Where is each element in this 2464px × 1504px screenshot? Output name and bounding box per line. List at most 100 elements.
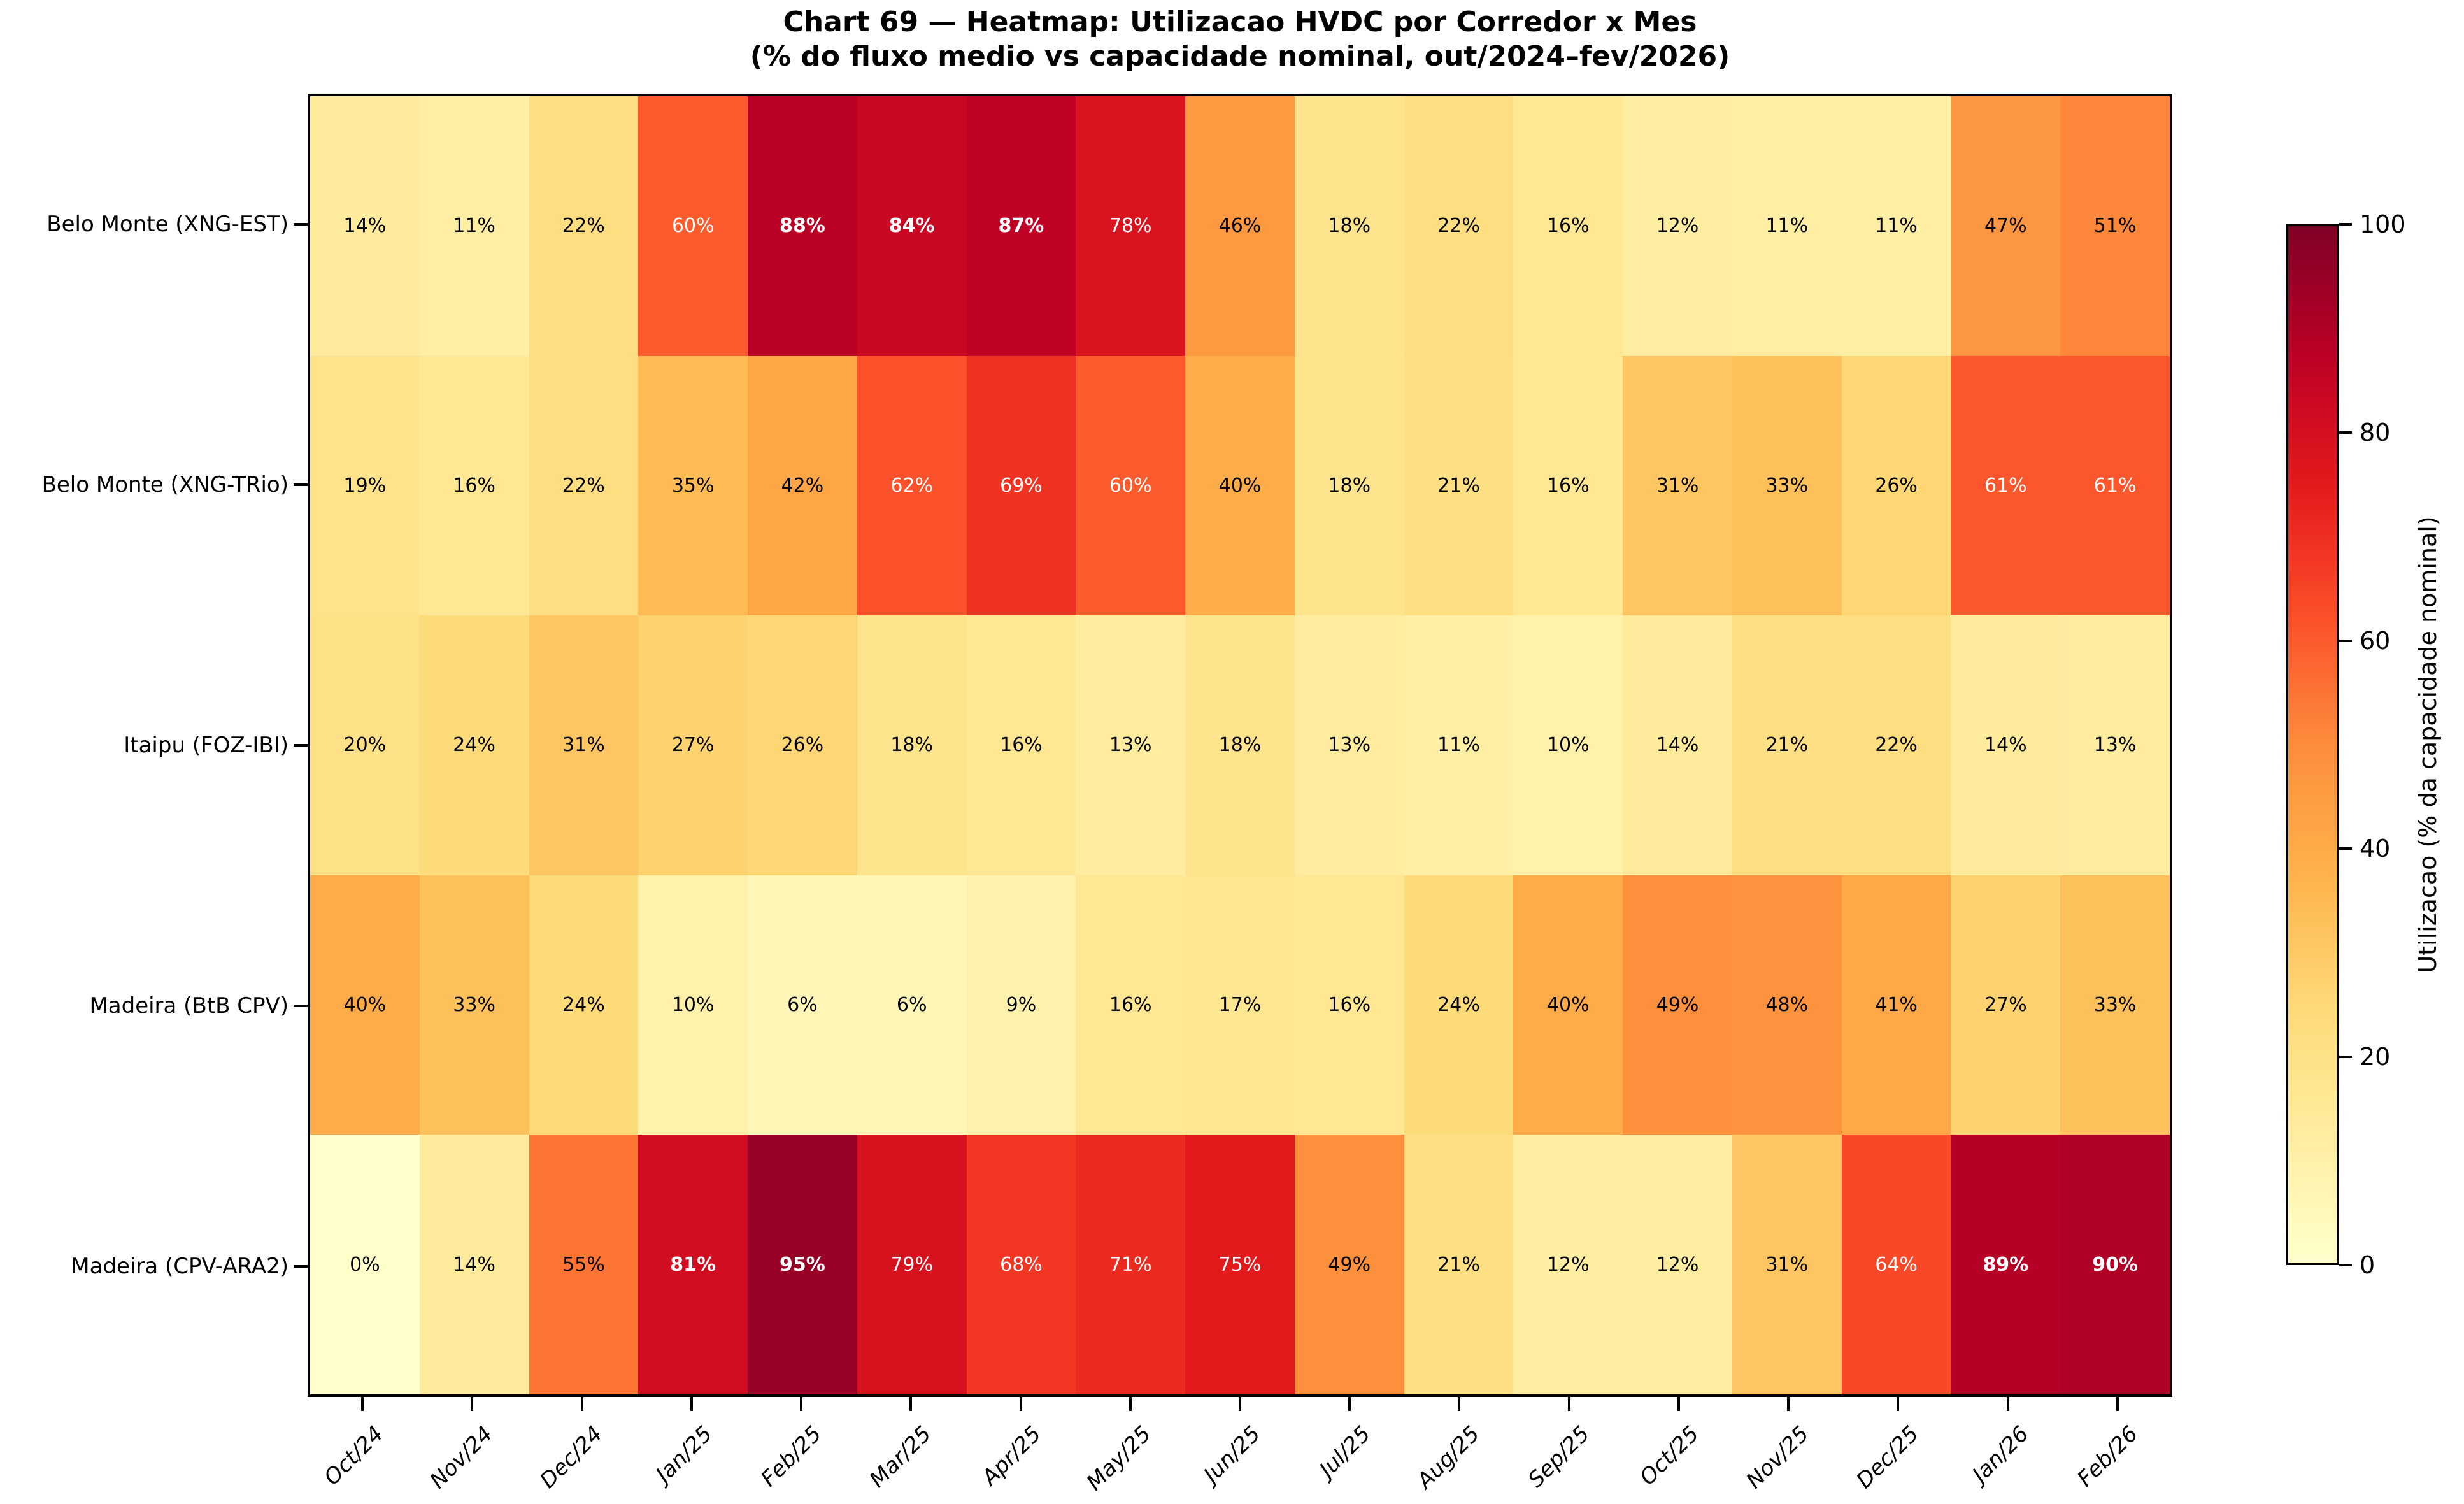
y-axis-tick xyxy=(294,1265,308,1268)
heatmap-cell: 61% xyxy=(1951,355,2061,616)
heatmap-cell: 42% xyxy=(748,355,857,616)
x-axis-tick xyxy=(2116,1397,2119,1411)
colorbar-tick-label: 20 xyxy=(2360,1043,2391,1071)
heatmap-cell: 11% xyxy=(1404,615,1514,875)
heatmap-cell-value: 33% xyxy=(1765,474,1809,497)
heatmap-cell-value: 78% xyxy=(1109,215,1152,238)
x-axis-tick xyxy=(909,1397,913,1411)
heatmap-cell: 18% xyxy=(1294,355,1404,616)
heatmap-cell: 14% xyxy=(1623,615,1732,875)
heatmap-cell: 16% xyxy=(419,355,529,616)
heatmap-cell: 71% xyxy=(1076,1135,1186,1394)
heatmap-cell: 16% xyxy=(966,615,1076,875)
heatmap-cell: 81% xyxy=(638,1135,748,1394)
heatmap-cell: 13% xyxy=(2060,615,2170,875)
heatmap-cell: 87% xyxy=(966,96,1076,356)
heatmap-cell-value: 11% xyxy=(1875,215,1918,238)
heatmap-cell-value: 33% xyxy=(453,994,495,1017)
heatmap-cell-value: 61% xyxy=(2093,474,2137,497)
heatmap-cell-value: 22% xyxy=(1875,734,1918,757)
chart-title: Chart 69 — Heatmap: Utilizacao HVDC por … xyxy=(783,6,1697,38)
heatmap-cell-value: 10% xyxy=(1546,734,1590,757)
colorbar-tick-label: 100 xyxy=(2360,210,2406,238)
heatmap-cell: 21% xyxy=(1732,615,1842,875)
heatmap-cell: 49% xyxy=(1623,875,1732,1135)
x-axis-label: Nov/25 xyxy=(1741,1421,1814,1494)
heatmap-cell: 12% xyxy=(1623,96,1732,356)
heatmap-cell-value: 16% xyxy=(1546,474,1590,497)
heatmap-cell-value: 40% xyxy=(1218,474,1262,497)
heatmap-cell: 79% xyxy=(857,1135,967,1394)
heatmap-cell: 18% xyxy=(857,615,967,875)
heatmap-cell-value: 62% xyxy=(890,474,934,497)
heatmap-cell: 19% xyxy=(310,355,420,616)
heatmap-cell: 18% xyxy=(1294,96,1404,356)
heatmap-cell-value: 16% xyxy=(1546,215,1590,238)
colorbar xyxy=(2286,224,2339,1265)
y-axis-label: Madeira (CPV-ARA2) xyxy=(71,1254,288,1280)
heatmap-cell: 27% xyxy=(1951,875,2061,1135)
heatmap-cell-value: 14% xyxy=(453,1253,495,1276)
x-axis-label: Oct/24 xyxy=(318,1421,388,1491)
heatmap-cell-value: 19% xyxy=(343,474,387,497)
heatmap-cell-value: 24% xyxy=(453,734,495,757)
x-axis-tick xyxy=(1019,1397,1022,1411)
heatmap-cell-value: 42% xyxy=(781,474,824,497)
heatmap-cell-value: 22% xyxy=(1437,215,1480,238)
heatmap-cell-value: 48% xyxy=(1765,994,1809,1017)
heatmap-cell: 61% xyxy=(2060,355,2170,616)
heatmap-cell: 51% xyxy=(2060,96,2170,356)
x-axis-tick xyxy=(361,1397,364,1411)
colorbar-tick xyxy=(2339,1056,2352,1059)
heatmap-cell-value: 95% xyxy=(780,1253,825,1276)
heatmap-cell: 10% xyxy=(638,875,748,1135)
heatmap-cell: 12% xyxy=(1513,1135,1623,1394)
heatmap-cell-value: 24% xyxy=(562,994,605,1017)
heatmap-cell-value: 24% xyxy=(1437,994,1480,1017)
heatmap-cell-value: 12% xyxy=(1546,1253,1590,1276)
x-axis-tick xyxy=(471,1397,474,1411)
heatmap-cell-value: 64% xyxy=(1875,1253,1918,1276)
heatmap-cell: 21% xyxy=(1404,1135,1514,1394)
heatmap-cell-value: 16% xyxy=(1000,734,1043,757)
heatmap-cell: 55% xyxy=(529,1135,639,1394)
heatmap-cell-value: 41% xyxy=(1875,994,1918,1017)
heatmap-cell: 60% xyxy=(1076,355,1186,616)
heatmap-cell: 60% xyxy=(638,96,748,356)
colorbar-tick xyxy=(2339,639,2352,642)
heatmap-cell-value: 60% xyxy=(1109,474,1152,497)
heatmap-cell: 31% xyxy=(1732,1135,1842,1394)
colorbar-tick-label: 40 xyxy=(2360,834,2391,863)
colorbar-tick xyxy=(2339,223,2352,226)
heatmap-cell: 17% xyxy=(1185,875,1295,1135)
heatmap-cell-value: 89% xyxy=(1983,1253,2029,1276)
heatmap-cell-value: 88% xyxy=(780,215,825,238)
x-axis-tick xyxy=(1567,1397,1570,1411)
heatmap-cell-value: 60% xyxy=(671,215,715,238)
heatmap-cell: 22% xyxy=(529,355,639,616)
heatmap-cell-value: 13% xyxy=(1328,734,1371,757)
heatmap-cell: 41% xyxy=(1841,875,1951,1135)
heatmap-cell-value: 13% xyxy=(2093,734,2137,757)
heatmap-cell-value: 69% xyxy=(1000,474,1043,497)
heatmap-cell: 95% xyxy=(748,1135,857,1394)
heatmap-cell-value: 40% xyxy=(343,994,387,1017)
heatmap-cell: 78% xyxy=(1076,96,1186,356)
heatmap-cell-value: 31% xyxy=(1765,1253,1809,1276)
x-axis-label: Nov/24 xyxy=(425,1421,498,1494)
colorbar-tick-label: 60 xyxy=(2360,626,2391,655)
heatmap-cell-value: 26% xyxy=(1875,474,1918,497)
heatmap-cell: 18% xyxy=(1185,615,1295,875)
x-axis-label: Dec/25 xyxy=(1851,1421,1924,1494)
heatmap-cell-value: 35% xyxy=(671,474,715,497)
heatmap-cell: 35% xyxy=(638,355,748,616)
heatmap-cell: 14% xyxy=(310,96,420,356)
heatmap-cell-value: 6% xyxy=(787,994,818,1017)
heatmap-cell-value: 90% xyxy=(2092,1253,2139,1276)
heatmap-cell: 9% xyxy=(966,875,1076,1135)
heatmap-cell-value: 49% xyxy=(1328,1253,1371,1276)
y-axis-tick xyxy=(294,222,308,226)
colorbar-tick xyxy=(2339,847,2352,850)
heatmap-cell: 20% xyxy=(310,615,420,875)
y-axis-tick xyxy=(294,744,308,747)
